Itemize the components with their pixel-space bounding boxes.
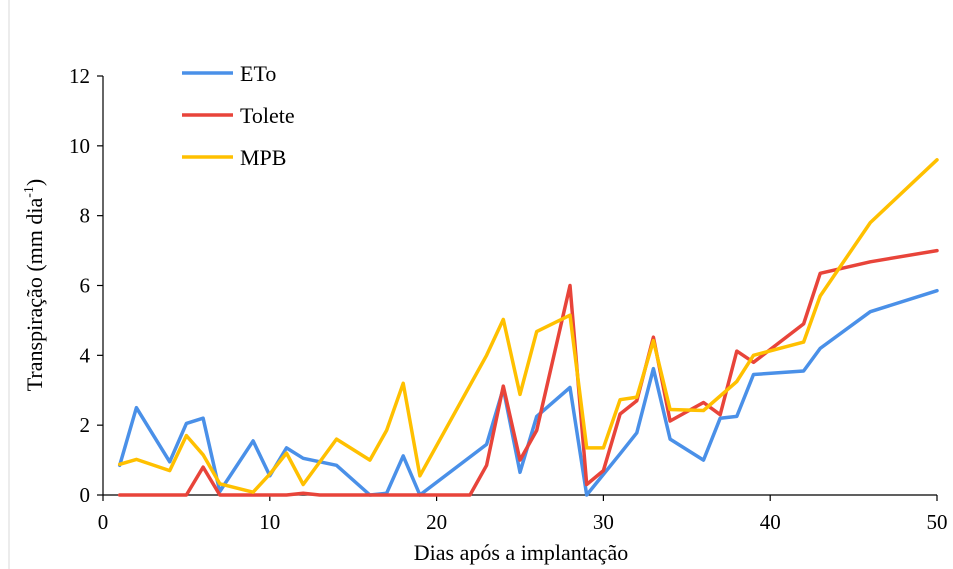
x-tick-label: 50 (927, 510, 948, 534)
x-tick-label: 10 (259, 510, 280, 534)
y-tick-label: 10 (69, 134, 90, 158)
y-axis-title: Transpiração (mm dia-1) (22, 179, 47, 391)
series-line-tolete (117, 248, 939, 497)
x-tick-label: 30 (593, 510, 614, 534)
y-tick-label: 8 (80, 204, 91, 228)
y-tick-label: 6 (80, 274, 91, 298)
x-tick-label: 40 (760, 510, 781, 534)
y-axis-title-superscript: -1 (22, 186, 37, 198)
x-tick-label: 0 (98, 510, 109, 534)
series-lines (117, 158, 939, 497)
axes (97, 75, 938, 501)
legend-label-tolete: Tolete (240, 103, 295, 128)
y-tick-label: 0 (80, 483, 91, 507)
legend: ETo Tolete MPB (182, 61, 295, 170)
legend-label-mpb: MPB (240, 145, 286, 170)
y-axis-title-close: ) (22, 179, 47, 186)
y-tick-label: 4 (80, 343, 91, 367)
tick-labels: 0 2 4 6 8 10 12 0 10 20 30 40 50 (69, 64, 948, 534)
x-tick-label: 20 (426, 510, 447, 534)
series-line-mpb (117, 158, 939, 494)
y-axis-title-main: Transpiração (mm dia (22, 198, 47, 392)
series-line-eto (117, 288, 939, 497)
y-tick-label: 12 (69, 64, 90, 88)
legend-label-eto: ETo (240, 61, 276, 86)
x-axis-title: Dias após a implantação (414, 540, 628, 565)
y-tick-label: 2 (80, 413, 91, 437)
